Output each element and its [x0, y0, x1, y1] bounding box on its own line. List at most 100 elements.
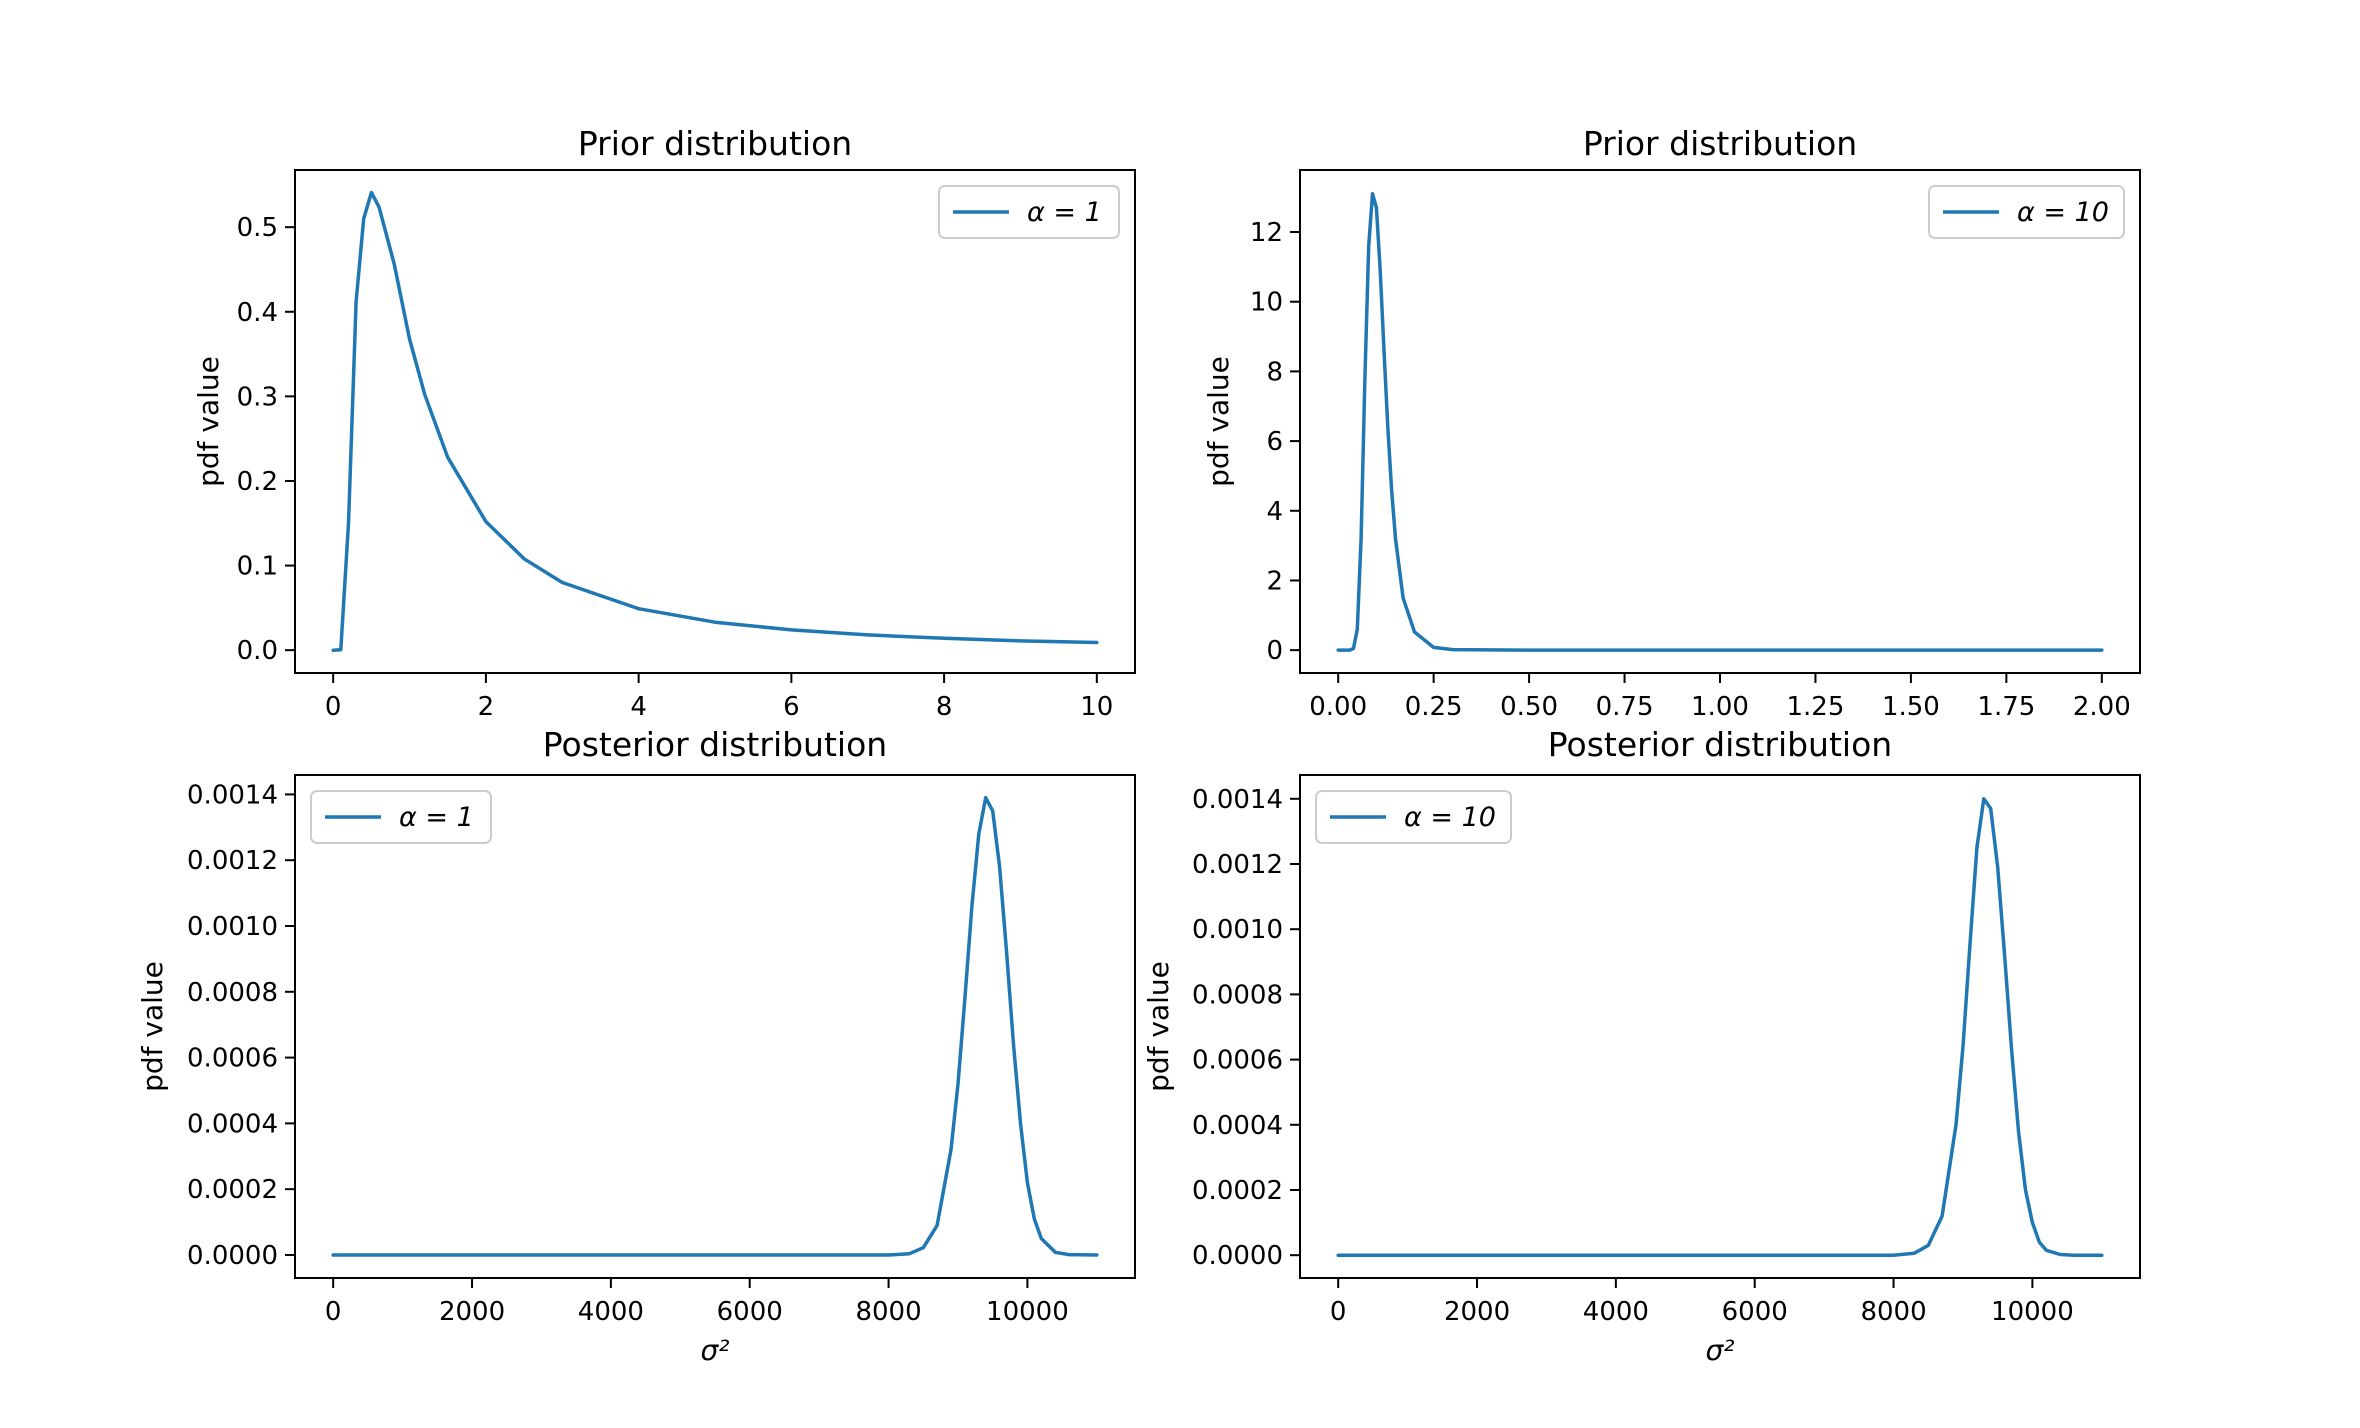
- chart-title: Posterior distribution: [543, 725, 887, 764]
- y-tick-label: 0.0010: [187, 912, 278, 942]
- subplot-posterior-alpha-1: Posterior distribution pdf value σ² 0 200…: [136, 725, 1136, 1367]
- subplot-prior-alpha-10: Prior distribution pdf value 0.00 0.25 0.5…: [1202, 124, 2141, 722]
- x-tick-label: 6: [783, 692, 800, 722]
- y-tick-label: 0: [1266, 636, 1283, 666]
- y-tick-label: 0.0004: [187, 1109, 278, 1139]
- legend: α = 10: [1315, 790, 1512, 844]
- y-ticks: 0.0000 0.0002 0.0004 0.0006 0.0008 0.0010 0.00…: [187, 780, 295, 1271]
- x-tick-label: 8000: [1860, 1297, 1926, 1327]
- series-line: [1336, 797, 2104, 1257]
- y-tick-label: 0.0000: [1192, 1241, 1283, 1271]
- plot-lines: [1336, 191, 2104, 652]
- legend-box: [310, 790, 492, 844]
- x-tick-label: 1.25: [1787, 692, 1845, 722]
- legend-box: [1928, 185, 2125, 239]
- subplot-posterior-alpha-10: Posterior distribution pdf value σ² 0 200…: [1142, 725, 2141, 1367]
- x-tick-label: 8: [936, 692, 953, 722]
- x-tick-label: 10000: [1991, 1297, 2074, 1327]
- legend-label: α = 10: [2017, 197, 2109, 228]
- x-tick-label: 1.00: [1691, 692, 1749, 722]
- x-tick-label: 0: [325, 1297, 342, 1327]
- y-tick-label: 0.0000: [187, 1241, 278, 1271]
- y-tick-label: 0.5: [237, 213, 278, 243]
- y-tick-label: 0.0004: [1192, 1111, 1283, 1141]
- y-tick-label: 0.3: [237, 382, 278, 412]
- series-line: [331, 795, 1099, 1257]
- x-tick-label: 8000: [855, 1297, 921, 1327]
- series-line: [1336, 191, 2104, 652]
- legend: α = 1: [310, 790, 492, 844]
- x-tick-label: 2000: [439, 1297, 505, 1327]
- y-tick-label: 0.0012: [187, 846, 278, 876]
- x-axis-label: σ²: [1706, 1334, 1735, 1367]
- y-axis-label: pdf value: [1202, 356, 1235, 487]
- x-tick-label: 6000: [1722, 1297, 1788, 1327]
- legend: α = 1: [938, 185, 1120, 239]
- y-tick-label: 8: [1266, 357, 1283, 387]
- x-ticks: 0.00 0.25 0.50 0.75 1.00 1.25 1.50 1.75 2.00: [1309, 673, 2131, 722]
- x-tick-label: 0.50: [1500, 692, 1558, 722]
- x-tick-label: 10000: [986, 1297, 1069, 1327]
- legend-label: α = 1: [399, 802, 474, 833]
- y-tick-label: 0.0006: [1192, 1046, 1283, 1076]
- x-ticks: 0 2000 4000 6000 8000 10000: [1330, 1278, 2074, 1327]
- y-tick-label: 0.0002: [187, 1175, 278, 1205]
- x-tick-label: 4000: [1583, 1297, 1649, 1327]
- plot-lines: [331, 190, 1099, 652]
- legend: α = 10: [1928, 185, 2125, 239]
- y-tick-label: 0.0010: [1192, 915, 1283, 945]
- y-tick-label: 0.0008: [1192, 980, 1283, 1010]
- y-tick-label: 0.0: [237, 636, 278, 666]
- chart-title: Posterior distribution: [1548, 725, 1892, 764]
- y-ticks: 0 2 4 6 8 10 12: [1250, 218, 1300, 666]
- x-tick-label: 10: [1080, 692, 1113, 722]
- chart-title: Prior distribution: [578, 124, 852, 163]
- x-tick-label: 1.75: [1977, 692, 2035, 722]
- y-tick-label: 0.1: [237, 552, 278, 582]
- y-tick-label: 0.0014: [1192, 785, 1283, 815]
- y-tick-label: 0.0008: [187, 978, 278, 1008]
- x-tick-label: 0: [325, 692, 342, 722]
- axes-frame: [294, 774, 1136, 1279]
- chart-title: Prior distribution: [1583, 124, 1857, 163]
- plot-lines: [331, 795, 1099, 1257]
- y-tick-label: 2: [1266, 566, 1283, 596]
- x-tick-label: 0.75: [1596, 692, 1654, 722]
- y-tick-label: 0.0014: [187, 780, 278, 810]
- y-tick-label: 10: [1250, 288, 1283, 318]
- x-tick-label: 2000: [1444, 1297, 1510, 1327]
- axes-frame: [1299, 169, 2141, 674]
- y-tick-label: 0.0002: [1192, 1176, 1283, 1206]
- y-ticks: 0.0000 0.0002 0.0004 0.0006 0.0008 0.0010 0.00…: [1192, 785, 1300, 1271]
- y-tick-label: 6: [1266, 427, 1283, 457]
- x-tick-label: 1.50: [1882, 692, 1940, 722]
- x-tick-label: 2.00: [2073, 692, 2131, 722]
- y-axis-label: pdf value: [1142, 961, 1175, 1092]
- y-tick-label: 0.4: [237, 298, 278, 328]
- legend-box: [1315, 790, 1512, 844]
- x-axis-label: σ²: [701, 1334, 730, 1367]
- x-tick-label: 0.00: [1309, 692, 1367, 722]
- x-ticks: 0 2000 4000 6000 8000 10000: [325, 1278, 1069, 1327]
- x-ticks: 0 2 4 6 8 10: [325, 673, 1113, 722]
- y-tick-label: 0.2: [237, 467, 278, 497]
- x-tick-label: 4: [630, 692, 647, 722]
- x-tick-label: 2: [478, 692, 495, 722]
- axes-frame: [294, 169, 1136, 674]
- series-line: [331, 190, 1099, 652]
- y-tick-label: 12: [1250, 218, 1283, 248]
- y-tick-label: 0.0012: [1192, 850, 1283, 880]
- plot-lines: [1336, 797, 2104, 1257]
- legend-label: α = 10: [1404, 802, 1496, 833]
- x-tick-label: 0.25: [1405, 692, 1463, 722]
- y-axis-label: pdf value: [136, 961, 169, 1092]
- axes-frame: [1299, 774, 2141, 1279]
- x-tick-label: 4000: [578, 1297, 644, 1327]
- y-tick-label: 4: [1266, 497, 1283, 527]
- y-ticks: 0.0 0.1 0.2 0.3 0.4 0.5: [237, 213, 295, 666]
- x-tick-label: 0: [1330, 1297, 1347, 1327]
- y-tick-label: 0.0006: [187, 1044, 278, 1074]
- x-tick-label: 6000: [717, 1297, 783, 1327]
- subplot-prior-alpha-1: Prior distribution pdf value 0 2 4 6 8 10 0.0…: [192, 124, 1136, 722]
